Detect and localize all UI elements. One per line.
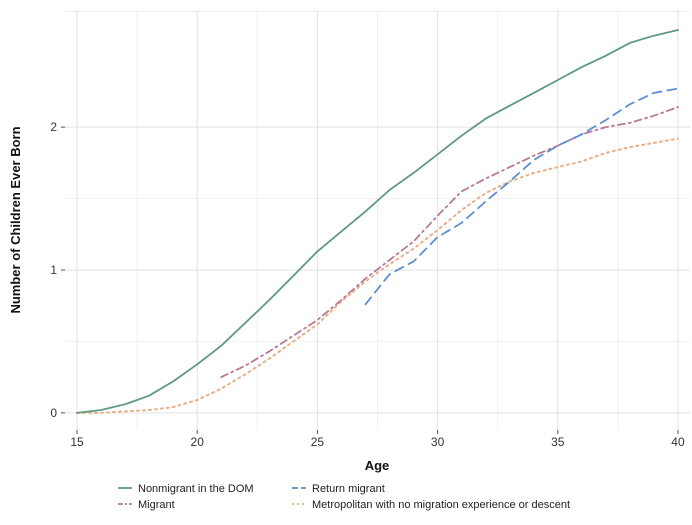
y-tick-label: 2 [50, 120, 57, 134]
legend: Nonmigrant in the DOM Return migrant Migra… [118, 483, 570, 511]
series-line-0 [76, 29, 679, 414]
x-tick-label: 30 [431, 435, 445, 449]
x-tick-label: 40 [671, 435, 685, 449]
x-tick-label: 25 [311, 435, 325, 449]
legend-label: Nonmigrant in the DOM [138, 483, 254, 495]
legend-label: Migrant [138, 499, 175, 511]
x-tick-label: 35 [551, 435, 565, 449]
y-axis-ticks: 0 1 2 [50, 120, 65, 420]
grid [65, 10, 690, 430]
x-axis-ticks: 15 20 25 30 35 40 [70, 430, 685, 449]
y-axis-title: Number of Children Ever Born [8, 126, 23, 313]
y-tick-label: 1 [50, 263, 57, 277]
series-line-2 [220, 106, 679, 378]
series-layer [76, 29, 679, 414]
y-tick-label: 0 [50, 406, 57, 420]
series-line-1 [364, 87, 679, 306]
x-tick-label: 20 [191, 435, 205, 449]
legend-label: Metropolitan with no migration experienc… [312, 499, 570, 511]
series-line-3 [76, 137, 679, 414]
x-tick-label: 15 [70, 435, 84, 449]
legend-label: Return migrant [312, 483, 385, 495]
x-axis-title: Age [365, 458, 390, 473]
